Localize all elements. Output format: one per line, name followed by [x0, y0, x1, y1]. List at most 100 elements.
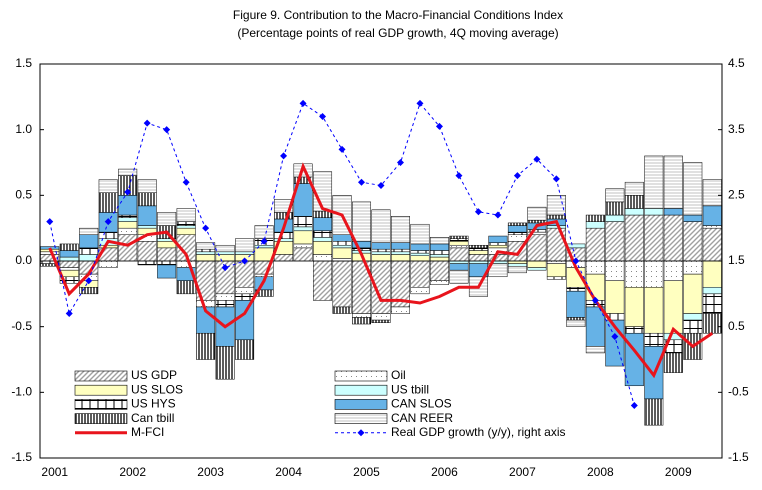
bar-segment [449, 235, 469, 239]
bar-segment [410, 287, 430, 295]
bar-segment [176, 221, 196, 226]
bar-segment [137, 179, 157, 193]
bar-segment [390, 248, 410, 253]
bar-segment [137, 205, 157, 226]
point-marker [338, 145, 346, 153]
point-marker [124, 188, 132, 196]
legend-label: US GDP [131, 368, 177, 382]
bar-segment [605, 214, 625, 222]
legend-swatch [334, 370, 388, 382]
point-marker [143, 119, 151, 127]
point-marker [241, 257, 249, 265]
bar-segment [585, 227, 605, 262]
y-tick-label: -0.5 [11, 319, 32, 333]
bar-segment [644, 208, 664, 216]
bar-segment [390, 242, 410, 250]
bar-segment [585, 221, 605, 229]
point-marker [377, 181, 385, 189]
bar-segment [449, 263, 469, 271]
bar-segment [683, 273, 703, 314]
bar-segment [566, 319, 586, 327]
x-tick-label: 2003 [197, 465, 224, 479]
point-marker [182, 178, 190, 186]
bar-segment [702, 179, 722, 207]
bar-segment [371, 313, 391, 321]
bar-segment [527, 234, 547, 262]
bar-segment [488, 254, 508, 262]
x-tick-label: 2008 [587, 465, 614, 479]
legend-swatch [74, 384, 128, 396]
bar-segment [605, 201, 625, 216]
bar-segment [624, 326, 644, 334]
legend-label: US tbill [391, 382, 429, 396]
bar-segment [371, 251, 391, 255]
point-marker [474, 208, 482, 216]
y2-tick-label: 1.5 [728, 253, 745, 267]
bar-segment [449, 241, 469, 246]
bar-segment [352, 247, 372, 251]
legend-label: Real GDP growth (y/y), right axis [391, 425, 566, 439]
bar-segment [235, 287, 255, 295]
bar-segment [527, 220, 547, 224]
bar-segment [546, 276, 566, 280]
point-marker [396, 159, 404, 166]
bar-segment [449, 247, 469, 262]
bar-segment [79, 247, 99, 255]
bar-segment [215, 244, 235, 253]
point-marker [280, 152, 288, 160]
bar-segment [585, 306, 605, 347]
bar-segment [566, 290, 586, 318]
bar-segment [566, 287, 586, 292]
bar-segment [683, 221, 703, 262]
bar-segment [371, 254, 391, 262]
bar-segment [371, 242, 391, 250]
x-tick-label: 2004 [275, 465, 302, 479]
bar-segment [313, 237, 333, 242]
x-tick-label: 2009 [665, 465, 692, 479]
legend-label: Oil [391, 368, 406, 382]
bar-segment [488, 244, 508, 249]
bar-segment [702, 313, 722, 334]
x-tick-label: 2005 [353, 465, 380, 479]
bar-segment [157, 260, 177, 266]
bar-segment [98, 244, 118, 249]
y2-tick-label: 0.5 [728, 319, 745, 333]
bar-segment [605, 260, 625, 281]
bar-segment [546, 195, 566, 216]
bar-segment [157, 264, 177, 279]
y2-tick-label: -1.5 [728, 450, 749, 464]
y2-tick-label: 2.5 [728, 188, 745, 202]
bar-segment [683, 162, 703, 216]
x-tick-label: 2002 [119, 465, 146, 479]
bar-segment [390, 306, 410, 314]
point-marker [104, 218, 112, 226]
point-marker [435, 122, 443, 130]
bar-segment [137, 192, 157, 207]
bar-segment [235, 293, 255, 301]
bar-segment [196, 251, 216, 255]
bar-segment [429, 237, 449, 245]
bar-segment [702, 205, 722, 226]
y2-tick-label: 3.5 [728, 122, 745, 136]
bar-segment [644, 287, 664, 334]
bar-segment [644, 155, 664, 209]
bar-segment [137, 260, 157, 266]
point-marker [260, 237, 268, 245]
bar-segment [468, 247, 488, 251]
bar-segment [566, 317, 586, 321]
bar-segment [293, 230, 313, 245]
bar-segment [449, 269, 469, 284]
point-marker [630, 401, 638, 409]
bar-segment [274, 254, 294, 262]
chart-subtitle: (Percentage points of real GDP growth, 4… [237, 26, 558, 40]
bar-segment [624, 195, 644, 209]
bar-segment [546, 263, 566, 278]
bar-segment [468, 250, 488, 255]
point-marker [591, 296, 599, 304]
bar-segment [683, 313, 703, 321]
bar-segment [274, 238, 294, 242]
bar-segment [390, 216, 410, 243]
x-tick-label: 2001 [41, 465, 68, 479]
bar-segment [702, 227, 722, 262]
bar-segment [215, 293, 235, 301]
